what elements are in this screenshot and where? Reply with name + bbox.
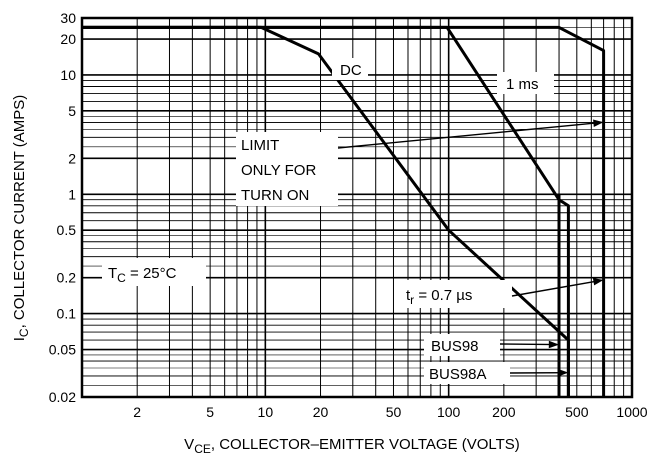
y-axis-label-sub: C xyxy=(17,328,31,337)
label-limit-line2: ONLY FOR xyxy=(241,162,316,179)
arrow-bus98a-head xyxy=(558,368,569,377)
label-tc-main: T xyxy=(108,265,117,282)
x-tick-label: 100 xyxy=(437,404,461,420)
arrow-bus98 xyxy=(499,343,558,346)
y-axis-label-main: I xyxy=(11,337,28,341)
curves xyxy=(82,25,606,397)
label-bus98: BUS98 xyxy=(431,338,479,355)
x-tick-label: 5 xyxy=(206,404,214,420)
y-tick-label: 10 xyxy=(60,67,76,83)
annotation-backgrounds xyxy=(102,58,554,384)
arrow-limit xyxy=(337,121,602,149)
y-tick-label: 0.2 xyxy=(57,270,77,286)
x-tick-label: 2 xyxy=(133,404,141,420)
x-tick-label: 500 xyxy=(565,404,589,420)
y-tick-label: 5 xyxy=(68,103,76,119)
x-tick-label: 50 xyxy=(386,404,402,420)
annotation-arrows xyxy=(337,119,604,377)
x-tick-label: 1000 xyxy=(616,404,647,420)
x-axis-label: VCE, COLLECTOR–EMITTER VOLTAGE (VOLTS) xyxy=(184,436,520,456)
label-tc-sub: C xyxy=(117,271,126,285)
label-tc: TC = 25°C xyxy=(108,265,177,285)
x-tick-label: 200 xyxy=(492,404,516,420)
arrow-tr-head xyxy=(592,278,604,286)
y-tick-label: 2 xyxy=(68,150,76,166)
plot-frame xyxy=(80,16,634,399)
y-tick-label: 1 xyxy=(68,186,76,202)
label-bus98a: BUS98A xyxy=(429,366,487,383)
y-axis-label: IC, COLLECTOR CURRENT (AMPS) xyxy=(11,95,31,342)
label-1ms: 1 ms xyxy=(506,76,539,93)
y-axis-label-rest: , COLLECTOR CURRENT (AMPS) xyxy=(11,95,28,329)
x-tick-label: 20 xyxy=(313,404,329,420)
x-tick-label: 10 xyxy=(258,404,274,420)
label-tr-rest: = 0.7 µs xyxy=(414,287,472,304)
arrow-limit-head xyxy=(593,119,604,127)
x-axis-label-rest: , COLLECTOR–EMITTER VOLTAGE (VOLTS) xyxy=(211,436,520,453)
label-tr-main: t xyxy=(406,287,411,304)
label-limit-line3: TURN ON xyxy=(241,187,309,204)
arrow-tr xyxy=(511,279,602,297)
curve-limit-2 xyxy=(82,25,606,397)
y-tick-label: 0.05 xyxy=(49,342,76,358)
y-tick-label: 0.02 xyxy=(49,389,76,405)
tick-labels: 2 5 10 20 50 100 200 500 1000 0.02 0.05 0.1 0.2 0.5 1 2… xyxy=(49,10,648,420)
arrow-bus98-head xyxy=(548,340,560,349)
y-tick-label: 30 xyxy=(60,10,76,26)
label-dc: DC xyxy=(340,62,362,79)
label-tr: tr = 0.7 µs xyxy=(406,287,472,307)
x-axis-label-sub: CE xyxy=(194,442,211,456)
label-tr-sub: r xyxy=(410,293,414,307)
label-limit-line1: LIMIT xyxy=(241,137,279,154)
y-tick-label: 20 xyxy=(60,31,76,47)
y-tick-label: 0.1 xyxy=(57,306,77,322)
x-axis-label-main: V xyxy=(184,436,194,453)
y-tick-label: 0.5 xyxy=(57,222,77,238)
label-tc-rest: = 25°C xyxy=(126,265,177,282)
grid-lines xyxy=(82,18,632,397)
